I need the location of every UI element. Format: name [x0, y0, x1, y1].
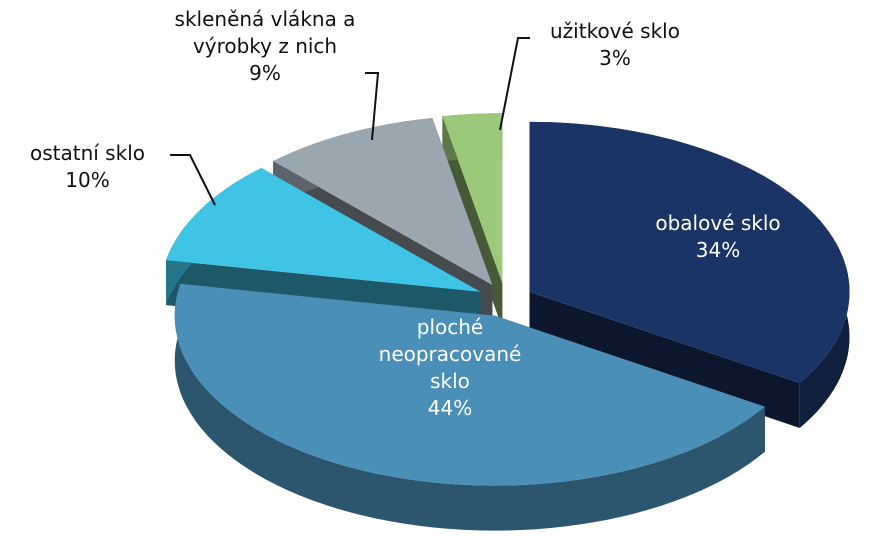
leader-line [365, 72, 380, 141]
value-label: 34% [695, 238, 741, 262]
value-label: 10% [65, 168, 110, 192]
slice [166, 168, 481, 292]
category-label: ploché neopracované sklo [378, 315, 522, 393]
category-label: ostatní sklo [30, 141, 145, 165]
category-label: obalové sklo [655, 211, 781, 235]
slice-label: ploché neopracované sklo 44% [365, 314, 535, 422]
slice-label: obalové sklo 34% [618, 210, 818, 264]
category-label: užitkové sklo [550, 19, 680, 43]
slices [166, 113, 850, 531]
slice [442, 113, 503, 284]
value-label: 44% [427, 396, 473, 420]
slice-label: užitkové sklo 3% [520, 18, 710, 72]
value-label: 3% [599, 46, 631, 70]
slice-wall [174, 283, 765, 531]
slice [174, 283, 765, 486]
slice [273, 118, 493, 285]
value-label: 9% [249, 61, 281, 85]
slice-label: skleněná vlákna a výrobky z nich 9% [160, 6, 370, 87]
leader-line [170, 154, 216, 206]
slice-side [529, 291, 800, 428]
category-label: skleněná vlákna a výrobky z nich [174, 7, 356, 58]
slice-label: ostatní sklo 10% [5, 140, 170, 194]
slice [529, 121, 850, 384]
leader-line [499, 37, 530, 131]
